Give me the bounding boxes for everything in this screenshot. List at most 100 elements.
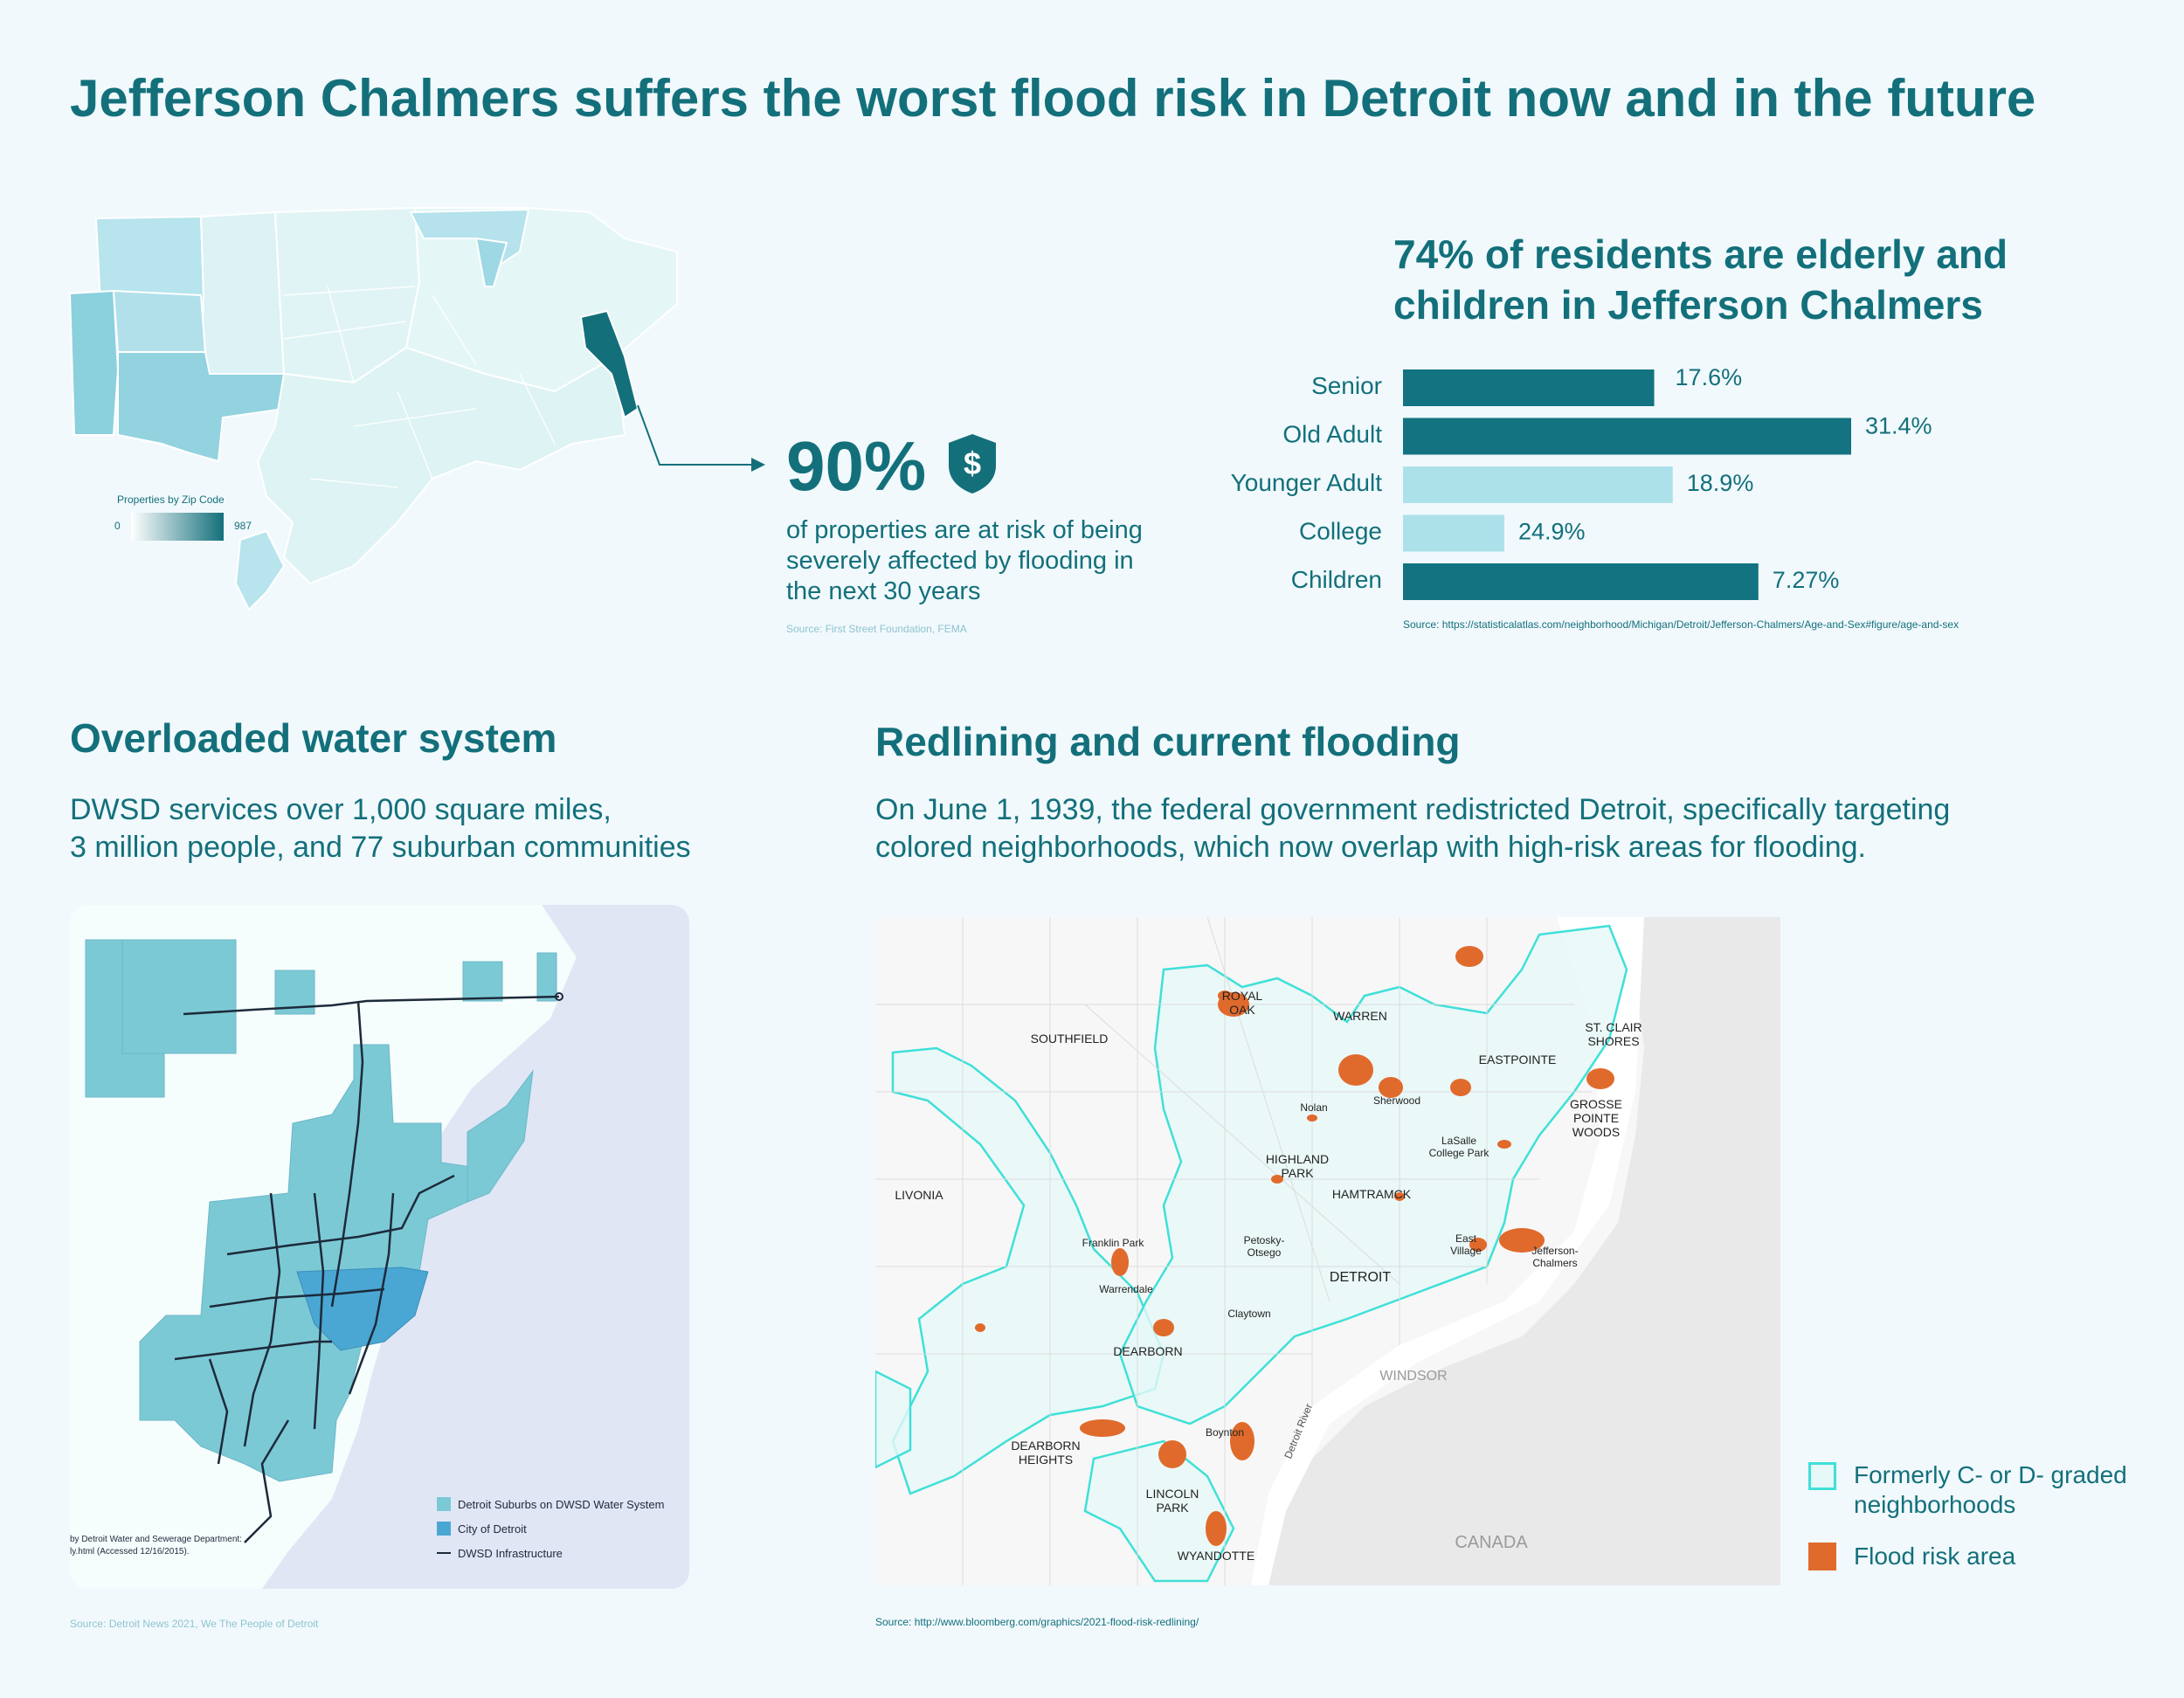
place-label: HIGHLAND: [1266, 1152, 1329, 1166]
svg-text:$: $: [964, 445, 981, 481]
bar-value-label: 18.9%: [1687, 470, 1754, 496]
flood-risk-area: [1153, 1319, 1174, 1336]
place-label: Jefferson-: [1531, 1245, 1578, 1257]
flood-risk-area: [1271, 1175, 1283, 1184]
water-system-heading: Overloaded water system: [70, 715, 557, 761]
water-legend-swatch: [437, 1552, 451, 1554]
zip-legend-max: 987: [234, 520, 252, 532]
place-label: DEARBORN: [1011, 1439, 1080, 1453]
city-of-detroit-area: [296, 1267, 429, 1351]
age-bar-chart: Senior 17.6% Old Adult 31.4% Younger Adult 18…: [1231, 364, 1932, 600]
place-label: OAK: [1229, 1003, 1255, 1017]
place-label: Franklin Park: [1082, 1237, 1145, 1249]
flood-risk-area: [1455, 946, 1483, 967]
jefferson-chalmers-region: [579, 309, 639, 419]
water-legend-item: Detroit Suburbs on DWSD Water System: [437, 1492, 664, 1516]
map-region: [474, 237, 508, 287]
flood-risk-area: [1469, 1238, 1487, 1252]
bar-value-label: 24.9%: [1518, 519, 1586, 545]
redlining-heading: Redlining and current flooding: [875, 719, 1461, 764]
water-legend-label: City of Detroit: [458, 1522, 527, 1536]
flood-risk-area: [1158, 1440, 1186, 1468]
place-label: Petosky-: [1244, 1234, 1285, 1246]
place-label: PARK: [1156, 1501, 1189, 1515]
bar-category-label: Younger Adult: [1231, 469, 1383, 496]
page-title: Jefferson Chalmers suffers the worst flo…: [70, 69, 2036, 128]
bar-younger-adult: [1403, 466, 1673, 503]
flood-risk-area: [1206, 1511, 1227, 1546]
map-region: [256, 346, 626, 585]
bar-college: [1403, 514, 1504, 552]
water-system-map: Detroit Suburbs on DWSD Water System Cit…: [70, 905, 689, 1589]
zip-legend-min: 0: [114, 520, 121, 532]
water-system-source: Source: Detroit News 2021, We The People…: [70, 1618, 319, 1630]
bar-value-label: 31.4%: [1865, 413, 1932, 439]
water-legend-item: DWSD Infrastructure: [437, 1541, 664, 1565]
suburb-area: [139, 1044, 473, 1482]
place-label: DEARBORN: [1113, 1344, 1182, 1358]
place-label: SOUTHFIELD: [1031, 1032, 1109, 1046]
place-label: LaSalle: [1441, 1135, 1476, 1147]
flood-risk-percent: 90%: [786, 427, 927, 505]
map-region: [68, 289, 120, 436]
water-legend-swatch: [437, 1522, 451, 1536]
water-map-credit: by Detroit Water and Sewerage Department…: [70, 1534, 242, 1558]
place-label: Sherwood: [1373, 1094, 1420, 1107]
water-legend: Detroit Suburbs on DWSD Water System Cit…: [437, 1492, 664, 1565]
suburb-area: [536, 952, 557, 1002]
place-label: DETROIT: [1330, 1270, 1391, 1285]
redlining-map: ROYAL OAK WARREN SOUTHFIELD ST. CLAIR SH…: [875, 917, 1780, 1585]
flood-risk-area: [1450, 1079, 1471, 1096]
redlining-legend-item: Flood risk area: [1808, 1543, 2127, 1570]
water-system-subtitle: DWSD services over 1,000 square miles, 3…: [70, 791, 691, 866]
zip-code-map: [68, 206, 678, 611]
age-chart-title: 74% of residents are elderly and childre…: [1393, 231, 2008, 328]
bar-category-label: College: [1299, 518, 1382, 545]
map-region: [112, 289, 207, 358]
redlining-legend-label: Flood risk area: [1854, 1543, 2016, 1570]
place-label: LIVONIA: [895, 1188, 943, 1202]
flood-risk-area: [1338, 1054, 1373, 1086]
flood-risk-area: [1080, 1419, 1125, 1437]
suburb-area: [121, 939, 237, 1054]
flood-risk-area: [1499, 1228, 1545, 1253]
redlining-legend-label: Formerly C- or D- graded: [1854, 1461, 2127, 1488]
flood-risk-area: [1218, 990, 1232, 1001]
place-label: College Park: [1429, 1147, 1490, 1159]
dollar-shield-icon: $: [949, 434, 996, 494]
flood-risk-description: of properties are at risk of being sever…: [786, 516, 1143, 605]
flood-risk-source: Source: First Street Foundation, FEMA: [786, 623, 967, 635]
bar-category-label: Senior: [1311, 372, 1382, 399]
zip-legend-title: Properties by Zip Code: [117, 494, 225, 506]
water-legend-item: City of Detroit: [437, 1516, 664, 1541]
flood-risk-area: [975, 1323, 985, 1332]
water-system-subtitle-line1: DWSD services over 1,000 square miles,: [70, 793, 612, 826]
place-label: Chalmers: [1532, 1257, 1577, 1269]
redlining-subtitle-line1: On June 1, 1939, the federal government …: [875, 793, 1951, 826]
bar-old-adult: [1403, 418, 1851, 455]
redlined-area: [875, 1370, 912, 1469]
map-region: [117, 351, 285, 463]
flood-risk-area: [1307, 1115, 1317, 1122]
map-region: [234, 529, 286, 611]
flood-risk-area: [1230, 1422, 1254, 1460]
place-label: ST. CLAIR: [1585, 1020, 1641, 1034]
redlining-subtitle: On June 1, 1939, the federal government …: [875, 791, 1950, 866]
place-label: GROSSE: [1570, 1097, 1622, 1111]
place-label: Otsego: [1248, 1246, 1282, 1259]
water-legend-label: Detroit Suburbs on DWSD Water System: [458, 1497, 665, 1511]
bar-value-label: 17.6%: [1676, 364, 1743, 390]
place-label: Boynton: [1206, 1426, 1244, 1439]
water-legend-label: DWSD Infrastructure: [458, 1546, 563, 1560]
flood-risk-area: [1497, 1140, 1511, 1149]
place-label: HAMTRAMCK: [1332, 1187, 1412, 1201]
place-label: PARK: [1281, 1166, 1314, 1180]
place-label: EASTPOINTE: [1479, 1053, 1557, 1066]
place-label: Village: [1450, 1245, 1482, 1257]
place-label: WINDSOR: [1379, 1369, 1447, 1384]
water-system-subtitle-line2: 3 million people, and 77 suburban commun…: [70, 831, 691, 864]
redlining-legend-item: Formerly C- or D- graded neighborhoods: [1808, 1460, 2127, 1520]
place-label: Claytown: [1227, 1308, 1270, 1320]
flood-risk-area: [1394, 1192, 1405, 1201]
place-label: WYANDOTTE: [1178, 1549, 1254, 1563]
